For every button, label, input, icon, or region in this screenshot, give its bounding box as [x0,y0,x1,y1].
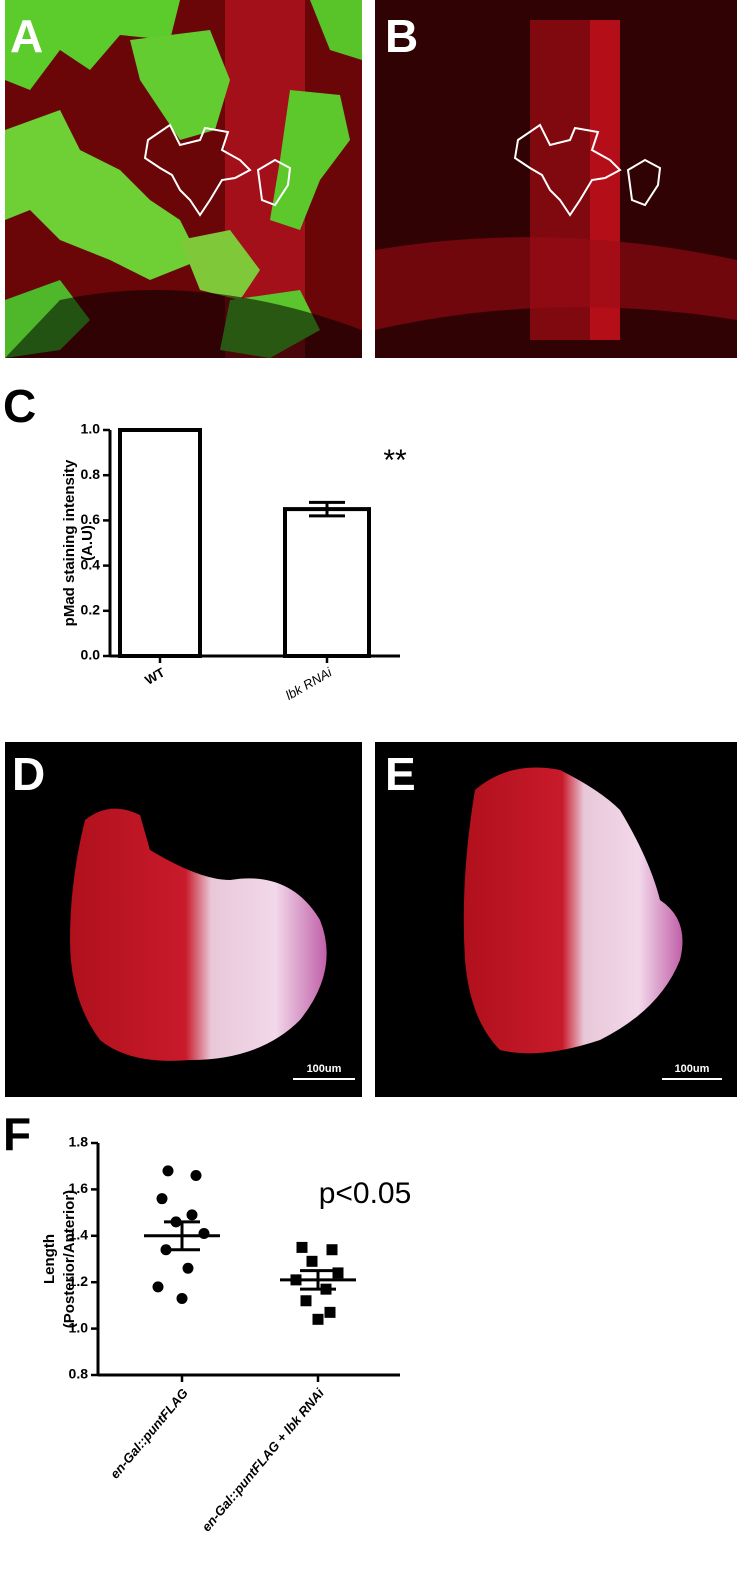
panel-label: C [3,380,36,432]
data-point [186,1209,198,1221]
y-axis-label: (Posterior/Anterior) [61,1190,78,1328]
data-point [326,1244,338,1256]
y-tick-label: 0.0 [81,647,101,663]
panel-label: F [3,1108,31,1160]
data-point [300,1295,312,1307]
data-point [156,1193,168,1205]
panel-label: E [385,748,416,800]
data-point [198,1227,210,1239]
y-tick-label: 1.4 [69,1227,89,1243]
y-tick-label: 0.8 [69,1366,89,1382]
scale-bar-label: 100um [307,1063,342,1075]
y-tick-label: 1.2 [69,1273,89,1289]
significance: ** [383,444,407,477]
y-axis-label: Length [41,1234,58,1284]
data-point [162,1165,174,1177]
panel-label: B [385,10,418,62]
y-tick-label: 0.6 [81,511,101,527]
bar [283,507,371,658]
y-axis-label: (A.U) [79,525,96,561]
data-point [190,1169,202,1181]
micrograph-a [5,0,362,358]
panel-label: D [12,748,45,800]
micrograph-d [5,742,362,1097]
y-tick-label: 0.2 [81,602,101,618]
data-point [312,1313,324,1325]
data-point [176,1292,188,1304]
micrograph-e [375,742,737,1097]
y-tick-label: 1.0 [81,421,101,437]
y-tick-label: 1.8 [69,1134,89,1150]
y-axis-label: pMad staining intensity [61,459,78,626]
data-point [306,1255,318,1267]
y-tick-label: 1.0 [69,1319,89,1335]
y-tick-label: 0.8 [81,466,101,482]
micrograph-b [375,0,737,358]
data-point [296,1241,308,1253]
significance: p<0.05 [319,1177,412,1210]
data-point [324,1306,336,1318]
x-tick-label: en-Gal::puntFLAG [107,1385,191,1481]
data-point [332,1267,344,1279]
x-tick-label: lbk RNAi [283,664,335,703]
data-point [152,1281,164,1293]
y-tick-label: 0.4 [81,556,101,572]
data-point [182,1262,194,1274]
scale-bar-label: 100um [675,1063,710,1075]
x-tick-label: en-Gal::puntFLAG + lbk RNAi [199,1385,327,1534]
bar [118,428,202,658]
panel-label: A [10,10,43,62]
y-tick-label: 1.6 [69,1180,89,1196]
x-tick-label: WT [142,665,167,688]
